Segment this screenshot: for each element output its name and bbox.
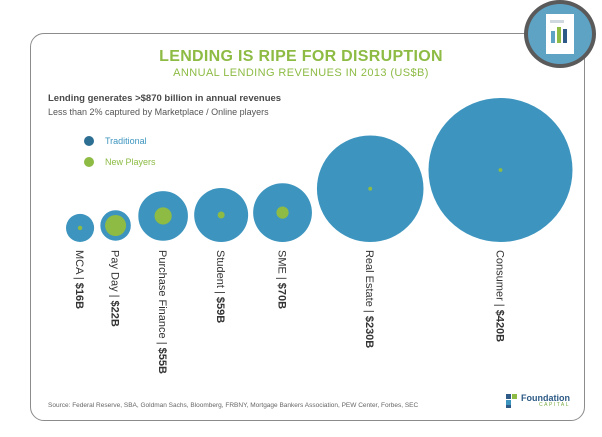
legend-traditional: Traditional — [84, 136, 147, 146]
lead-note: Less than 2% captured by Marketplace / O… — [48, 107, 269, 117]
legend-traditional-label: Traditional — [105, 136, 147, 146]
legend-new-players: New Players — [84, 157, 156, 167]
foundation-capital-logo: Foundation CAPITAL — [504, 393, 570, 409]
category-label-real-estate: Real Estate | $230B — [363, 250, 375, 348]
bubble-new-players-purchase-finance — [154, 207, 172, 225]
logo-name: Foundation — [521, 393, 570, 403]
bubble-new-players-real-estate — [368, 186, 373, 191]
chart-title: LENDING IS RIPE FOR DISRUPTION — [159, 48, 443, 65]
legend-new-players-label: New Players — [105, 157, 156, 167]
source-note: Source: Federal Reserve, SBA, Goldman Sa… — [48, 402, 419, 409]
category-label-pay-day: Pay Day | $22B — [109, 250, 121, 327]
lead-headline: Lending generates >$870 billion in annua… — [48, 93, 282, 104]
bubble-new-players-pay-day — [105, 214, 127, 237]
category-label-student: Student | $59B — [214, 250, 226, 323]
bubble-new-players-mca — [77, 225, 83, 231]
legend-traditional-dot — [84, 136, 94, 146]
foundation-logo-icon — [506, 394, 517, 408]
document-icon — [524, 0, 596, 68]
category-label-mca: MCA | $16B — [73, 250, 85, 309]
bubble-new-players-student — [217, 211, 225, 219]
legend-new-players-dot — [84, 157, 94, 167]
chart-subtitle: ANNUAL LENDING REVENUES IN 2013 (US$B) — [173, 67, 429, 79]
bubble-new-players-consumer — [498, 168, 503, 172]
category-label-purchase-finance: Purchase Finance | $55B — [156, 250, 168, 374]
category-label-consumer: Consumer | $420B — [493, 250, 505, 342]
bubble-new-players-sme — [276, 206, 289, 219]
logo-tagline: CAPITAL — [539, 402, 570, 408]
category-label-sme: SME | $70B — [276, 250, 288, 309]
